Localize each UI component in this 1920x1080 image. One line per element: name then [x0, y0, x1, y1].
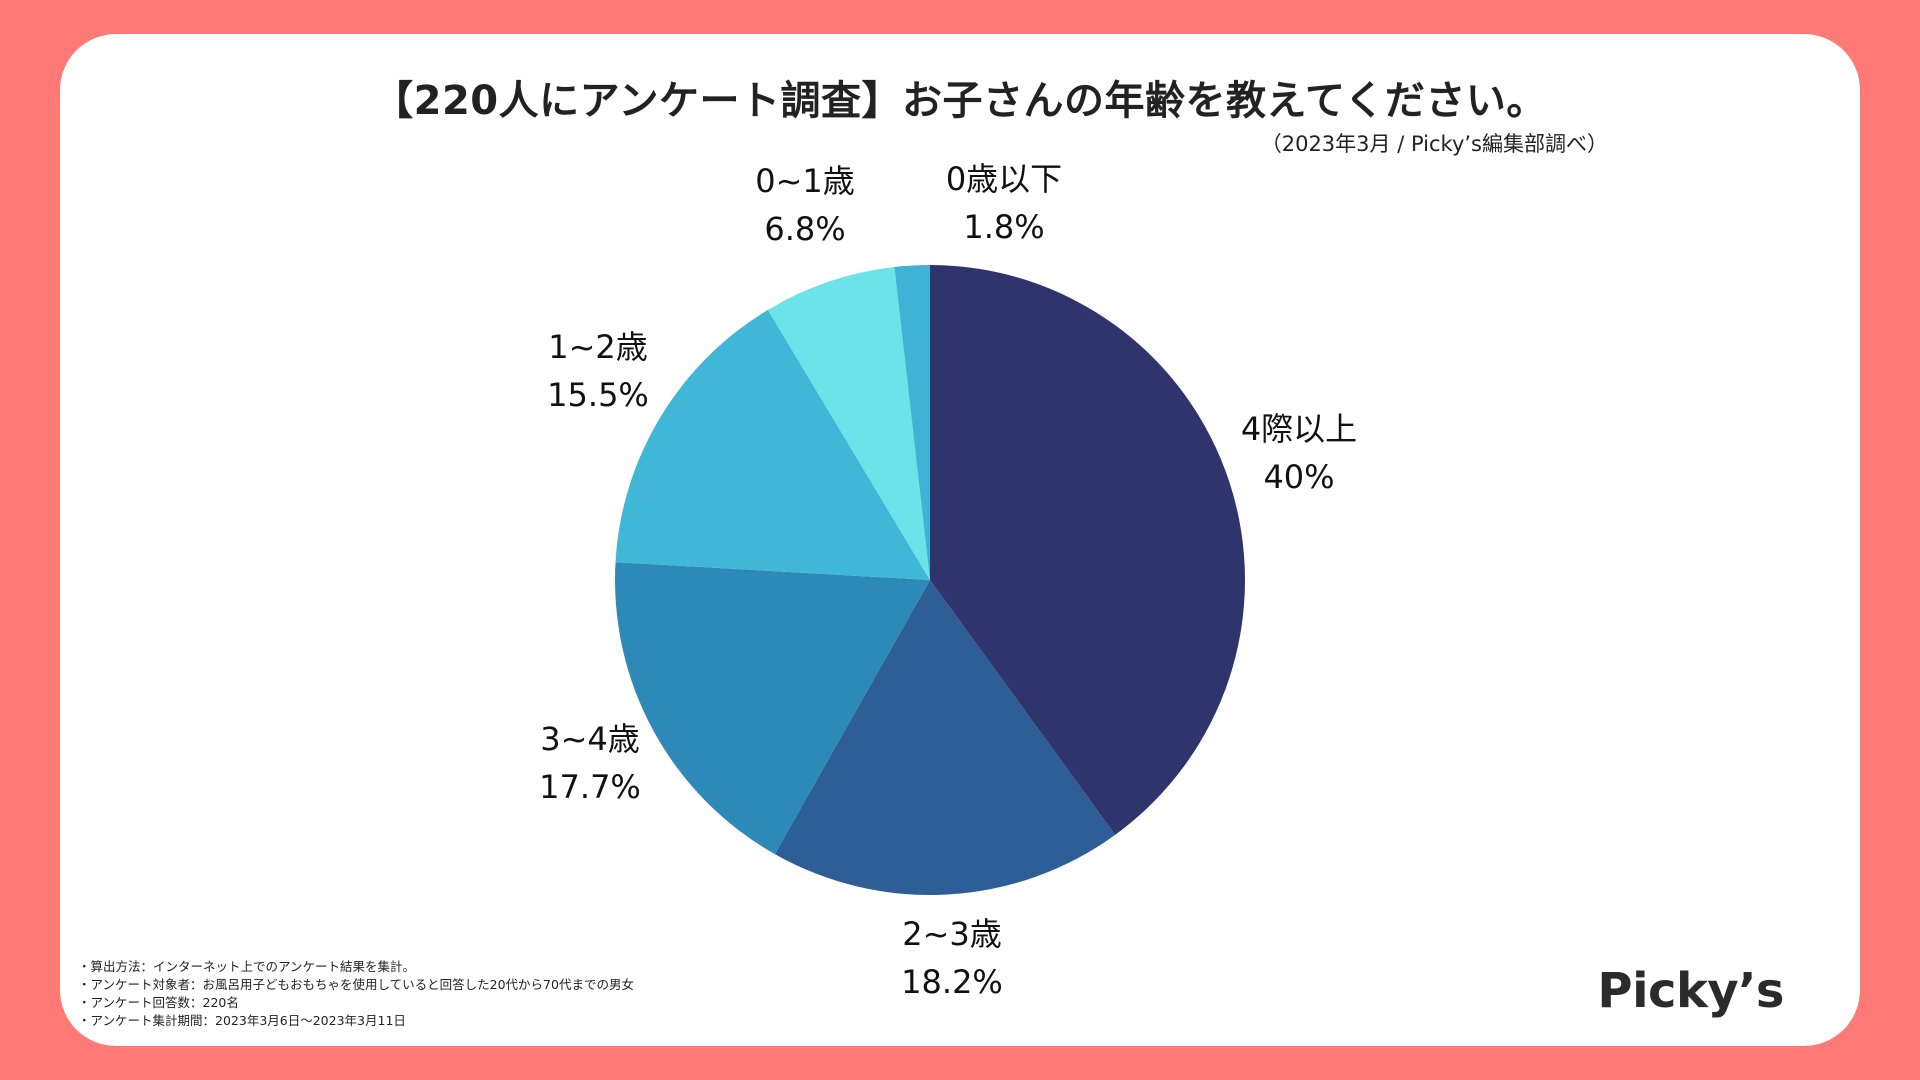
slice-label-5: 0歳以下 [946, 160, 1062, 198]
slice-value-4: 6.8% [764, 210, 845, 248]
pie-slice-3 [615, 309, 930, 580]
slice-value-0: 40% [1263, 458, 1334, 496]
slice-value-2: 17.7% [539, 768, 641, 806]
slice-value-3: 15.5% [547, 376, 649, 414]
slice-value-5: 1.8% [963, 208, 1044, 246]
pie-slice-0 [930, 265, 1246, 835]
pie-slice-5 [894, 265, 930, 580]
slice-label-1: 2~3歳 [902, 915, 1002, 953]
pie-slice-1 [774, 580, 1116, 895]
pie-slice-4 [767, 267, 930, 580]
slice-label-4: 0~1歳 [755, 162, 855, 200]
slice-label-0: 4際以上 [1241, 410, 1357, 448]
brand-logo: Picky’s [1597, 963, 1784, 1019]
pie-slices [615, 265, 1246, 895]
pie-slice-2 [615, 562, 930, 855]
note-target: アンケート対象者：お風呂用子どもおもちゃを使用していると回答した20代から70代… [78, 976, 634, 994]
chart-title: 【220人にアンケート調査】お子さんの年齢を教えてください。 [373, 78, 1547, 124]
slice-label-3: 1~2歳 [548, 328, 648, 366]
note-period: アンケート集計期間：2023年3月6日〜2023年3月11日 [78, 1012, 634, 1030]
slice-value-1: 18.2% [901, 963, 1003, 1001]
slice-label-2: 3~4歳 [540, 720, 640, 758]
note-method: 算出方法：インターネット上でのアンケート結果を集計。 [78, 958, 634, 976]
note-count: アンケート回答数：220名 [78, 994, 634, 1012]
source-note: （2023年3月 / Picky’s編集部調べ） [1260, 132, 1608, 156]
pie-labels: 4際以上 40% 2~3歳 18.2% 3~4歳 17.7% 1~2歳 15.5% 0~1歳 6.… [539, 160, 1357, 1001]
survey-notes: 算出方法：インターネット上でのアンケート結果を集計。 アンケート対象者：お風呂用… [78, 958, 634, 1030]
